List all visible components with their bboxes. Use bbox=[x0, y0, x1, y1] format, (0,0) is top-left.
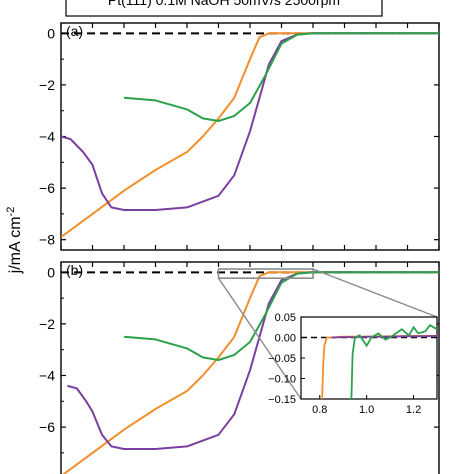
title-frame bbox=[65, 0, 383, 17]
panel-b-ytick-label: −2 bbox=[39, 316, 55, 332]
inset-xtick-label: 0.8 bbox=[312, 404, 327, 416]
panel-a-label: (a) bbox=[66, 23, 83, 39]
panel-a-series-orange bbox=[61, 32, 439, 238]
inset: 0.05 0.00 −0.05 −0.10 −0.15 0.8 1.0 1.2 bbox=[268, 312, 438, 416]
inset-ytick-label: −0.15 bbox=[268, 394, 296, 406]
panel-b-ytick-label: −8 bbox=[39, 471, 55, 474]
inset-ytick-label: 0.00 bbox=[275, 333, 296, 345]
inset-xtick-label: 1.2 bbox=[406, 404, 421, 416]
zoom-connector-right bbox=[312, 268, 438, 318]
figure-title: Pt(111) 0.1M NaOH 50mV/s 2500rpm bbox=[108, 0, 340, 8]
inset-ytick-label: −0.05 bbox=[268, 353, 296, 365]
panel-b-ytick-label: −4 bbox=[39, 368, 55, 384]
panel-a-ytick-label: 0 bbox=[47, 25, 55, 41]
panel-a-ytick-label: −6 bbox=[39, 180, 55, 196]
y-axis-label-main: j/mA cm bbox=[7, 216, 24, 274]
y-axis-label-sup: -2 bbox=[5, 207, 17, 217]
inset-series-purple bbox=[331, 335, 437, 339]
zoom-connector-left bbox=[217, 277, 302, 400]
inset-frame bbox=[300, 316, 438, 400]
panel-b: (b) 0 −2 −4 −6 −8 bbox=[39, 261, 440, 474]
panel-a-series-purple bbox=[61, 32, 439, 211]
panel-a: (a) 0 −2 −4 −6 −8 bbox=[39, 22, 440, 251]
panel-b-label: (b) bbox=[66, 262, 83, 278]
panel-b-series-green bbox=[123, 271, 439, 361]
panel-a-series-green bbox=[123, 32, 439, 122]
zoom-region-box bbox=[217, 268, 314, 279]
panel-b-series-orange bbox=[62, 271, 439, 474]
panel-b-series-purple bbox=[67, 271, 439, 450]
inset-ytick-label: 0.05 bbox=[275, 312, 296, 324]
panel-a-ytick-label: −4 bbox=[39, 129, 55, 145]
inset-ytick-label: −0.10 bbox=[268, 374, 296, 386]
inset-xtick-label: 1.0 bbox=[359, 404, 374, 416]
panel-b-ytick-label: 0 bbox=[47, 264, 55, 280]
figure-title-box: Pt(111) 0.1M NaOH 50mV/s 2500rpm bbox=[65, 0, 383, 17]
panel-a-ytick-label: −2 bbox=[39, 77, 55, 93]
y-axis-label: j/mA cm-2 bbox=[5, 207, 24, 275]
panel-a-ytick-label: −8 bbox=[39, 232, 55, 248]
panel-b-ytick-label: −6 bbox=[39, 419, 55, 435]
inset-series-green bbox=[350, 324, 437, 399]
